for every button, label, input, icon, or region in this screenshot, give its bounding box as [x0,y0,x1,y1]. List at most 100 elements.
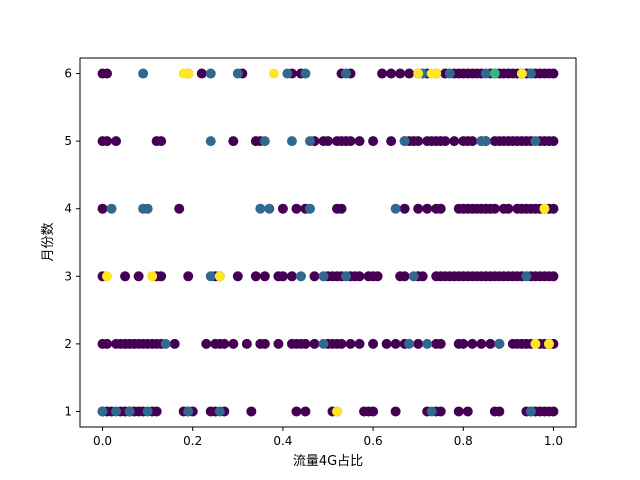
scatter-point-purple [548,203,559,214]
scatter-point-purple [250,271,261,282]
scatter-point-purple [368,406,379,417]
y-axis: 1 2 3 4 5 6 [64,67,80,418]
scatter-point-purple [413,203,424,214]
axes-frame [79,57,577,428]
scatter-point-purple [404,68,415,79]
scatter-point-purple [390,406,401,417]
scatter-point-purple [453,406,464,417]
scatter-point-purple [291,203,302,214]
scatter-point-purple [291,406,302,417]
scatter-point-purple [102,136,113,147]
scatter-point-purple [97,203,108,214]
scatter-point-blue [480,136,491,147]
scatter-point-purple [196,68,207,79]
scatter-point-blue [480,68,491,79]
scatter-point-blue [205,136,216,147]
scatter-point-blue [304,203,315,214]
scatter-point-blue [183,406,194,417]
scatter-point-purple [422,203,433,214]
scatter-point-purple [336,338,347,349]
scatter-point-purple [133,271,144,282]
scatter-point-blue [124,406,135,417]
scatter-point-blue [205,68,216,79]
scatter-point-purple [300,406,311,417]
scatter-point-purple [548,136,559,147]
scatter-point-blue [264,203,275,214]
scatter-point-blue [494,338,505,349]
scatter-point-yellow [183,68,194,79]
x-tick-label: 0.2 [183,434,202,448]
scatter-point-purple [201,338,212,349]
scatter-point-blue [255,203,266,214]
scatter-point-purple [548,68,559,79]
scatter-point-blue [300,68,311,79]
scatter-point-purple [300,338,311,349]
scatter-point-blue [142,203,153,214]
scatter-point-purple [377,68,388,79]
scatter-point-yellow [268,68,279,79]
scatter-point-purple [345,136,356,147]
scatter-point-purple [386,136,397,147]
scatter-point-purple [241,338,252,349]
scatter-point-blue [318,338,329,349]
scatter-point-blue [259,136,270,147]
scatter-point-blue [318,271,329,282]
scatter-point-blue [422,338,433,349]
scatter-point-purple [174,203,185,214]
scatter-point-purple [399,271,410,282]
scatter-point-purple [345,338,356,349]
scatter-point-purple [548,271,559,282]
scatter-point-blue [295,271,306,282]
scatter-point-blue [111,406,122,417]
scatter-point-purple [417,271,428,282]
scatter-point-purple [102,338,113,349]
scatter-point-purple [548,406,559,417]
scatter-point-purple [156,136,167,147]
y-axis-label: 月份数 [41,222,56,261]
scatter-point-yellow [543,338,554,349]
scatter-point-blue [399,136,410,147]
scatter-point-blue [142,406,153,417]
scatter-point-blue [138,68,149,79]
scatter-point-purple [228,338,239,349]
scatter-point-yellow [539,203,550,214]
x-tick-label: 0.8 [454,434,473,448]
scatter-point-blue [205,271,216,282]
scatter-point-blue [530,136,541,147]
scatter-point-blue [160,338,171,349]
x-axis-label: 流量4G占比 [293,454,363,469]
scatter-point-purple [368,136,379,147]
scatter-point-purple [309,271,320,282]
scatter-point-blue [304,136,315,147]
scatter-point-purple [399,203,410,214]
scatter-point-purple [467,338,478,349]
scatter-point-blue [521,271,532,282]
scatter-point-blue [286,136,297,147]
y-tick-label: 1 [64,404,72,418]
scatter-point-purple [156,271,167,282]
scatter-point-purple [219,338,230,349]
scatter-point-purple [467,136,478,147]
scatter-point-yellow [102,271,113,282]
scatter-point-purple [323,136,333,147]
x-tick-label: 1.0 [544,434,563,448]
scatter-point-purple [494,406,505,417]
scatter-point-purple [111,136,122,147]
x-tick-label: 0.4 [273,434,292,448]
scatter-point-blue [525,68,536,79]
scatter-point-purple [120,271,131,282]
scatter-point-yellow [413,68,424,79]
scatter-point-blue [106,203,117,214]
scatter-point-yellow [530,338,541,349]
x-tick-label: 0.0 [93,434,112,448]
x-axis: 0.0 0.2 0.4 0.6 0.8 1.0 [93,427,563,448]
scatter-point-purple [435,203,446,214]
scatter-point-blue [444,68,455,79]
scatter-point-purple [277,203,288,214]
scatter-point-purple [169,338,180,349]
scatter-point-purple [273,338,284,349]
scatter-point-purple [413,136,424,147]
scatter-point-purple [435,338,446,349]
scatter-point-purple [151,406,162,417]
scatter-point-purple [372,271,383,282]
